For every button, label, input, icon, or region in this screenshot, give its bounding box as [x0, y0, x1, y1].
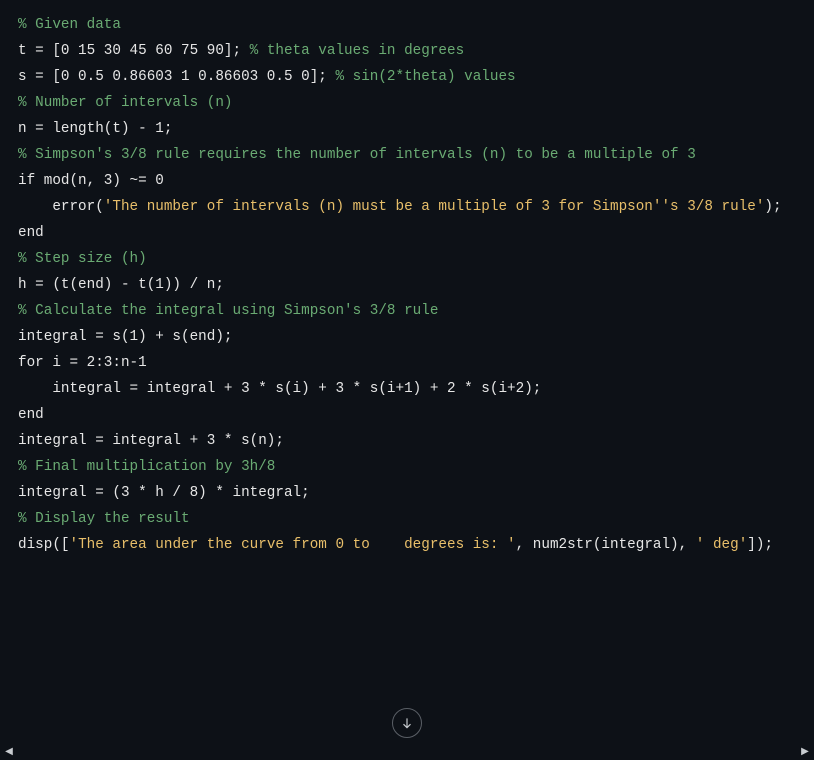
code-line: t = [0 15 30 45 60 75 90]; % theta value…	[18, 38, 796, 64]
code-line: integral = (3 * h / 8) * integral;	[18, 480, 796, 506]
code-token-comment: % theta values in degrees	[250, 43, 465, 59]
code-token-comment: % Simpson's 3/8 rule requires the number…	[18, 147, 696, 163]
scroll-left-arrow-icon[interactable]: ◀	[2, 746, 16, 760]
code-line: % Step size (h)	[18, 246, 796, 272]
code-line: % Final multiplication by 3h/8	[18, 454, 796, 480]
code-token-plain: disp([	[18, 537, 69, 553]
code-token-comment: % Step size (h)	[18, 251, 147, 267]
code-line: n = length(t) - 1;	[18, 116, 796, 142]
code-token-plain: ]);	[747, 537, 773, 553]
code-editor-pane: % Given data t = [0 15 30 45 60 75 90]; %…	[0, 0, 814, 760]
horizontal-scrollbar[interactable]: ◀ ▶	[0, 746, 814, 760]
code-line: % Calculate the integral using Simpson's…	[18, 298, 796, 324]
code-token-comment: % Given data	[18, 17, 121, 33]
code-token-comment: % sin(2*theta) values	[335, 69, 515, 85]
code-line: for i = 2:3:n-1	[18, 350, 796, 376]
code-line: integral = integral + 3 * s(i) + 3 * s(i…	[18, 376, 796, 402]
code-token-plain: end	[18, 407, 44, 423]
code-token-plain: s = [0 0.5 0.86603 1 0.86603 0.5 0];	[18, 69, 335, 85]
code-line: error('The number of intervals (n) must …	[18, 194, 796, 220]
code-token-plain: if mod(n, 3) ~= 0	[18, 173, 164, 189]
scroll-right-arrow-icon[interactable]: ▶	[798, 746, 812, 760]
code-token-plain: for i = 2:3:n-1	[18, 355, 147, 371]
code-token-plain: h = (t(end) - t(1)) / n;	[18, 277, 224, 293]
arrow-down-icon	[400, 716, 414, 730]
code-token-plain: integral = (3 * h / 8) * integral;	[18, 485, 310, 501]
code-token-plain: end	[18, 225, 44, 241]
code-token-plain: integral = s(1) + s(end);	[18, 329, 233, 345]
code-line: % Number of intervals (n)	[18, 90, 796, 116]
code-token-plain: );	[764, 199, 781, 215]
code-token-plain: error(	[18, 199, 104, 215]
code-token-string: ' deg'	[696, 537, 747, 553]
code-token-plain: , num2str(integral),	[516, 537, 696, 553]
code-line: disp(['The area under the curve from 0 t…	[18, 532, 796, 558]
code-line: if mod(n, 3) ~= 0	[18, 168, 796, 194]
code-line: integral = integral + 3 * s(n);	[18, 428, 796, 454]
code-token-comment: % Final multiplication by 3h/8	[18, 459, 275, 475]
code-line: % Display the result	[18, 506, 796, 532]
code-block: % Given data t = [0 15 30 45 60 75 90]; %…	[18, 12, 796, 558]
code-token-comment: % Display the result	[18, 511, 190, 527]
code-token-comment: % Number of intervals (n)	[18, 95, 233, 111]
code-token-plain: integral = integral + 3 * s(i) + 3 * s(i…	[18, 381, 541, 397]
code-line: h = (t(end) - t(1)) / n;	[18, 272, 796, 298]
code-line: end	[18, 220, 796, 246]
scroll-down-button[interactable]	[392, 708, 422, 738]
code-token-plain: t = [0 15 30 45 60 75 90];	[18, 43, 250, 59]
code-token-comment: % Calculate the integral using Simpson's…	[18, 303, 438, 319]
code-line: s = [0 0.5 0.86603 1 0.86603 0.5 0]; % s…	[18, 64, 796, 90]
code-token-plain: n = length(t) - 1;	[18, 121, 172, 137]
code-token-plain: integral = integral + 3 * s(n);	[18, 433, 284, 449]
code-token-string: 'The number of intervals (n) must be a m…	[104, 199, 765, 215]
code-line: % Simpson's 3/8 rule requires the number…	[18, 142, 796, 168]
code-line: end	[18, 402, 796, 428]
code-line: integral = s(1) + s(end);	[18, 324, 796, 350]
code-token-string: 'The area under the curve from 0 to degr…	[69, 537, 515, 553]
code-line: % Given data	[18, 12, 796, 38]
